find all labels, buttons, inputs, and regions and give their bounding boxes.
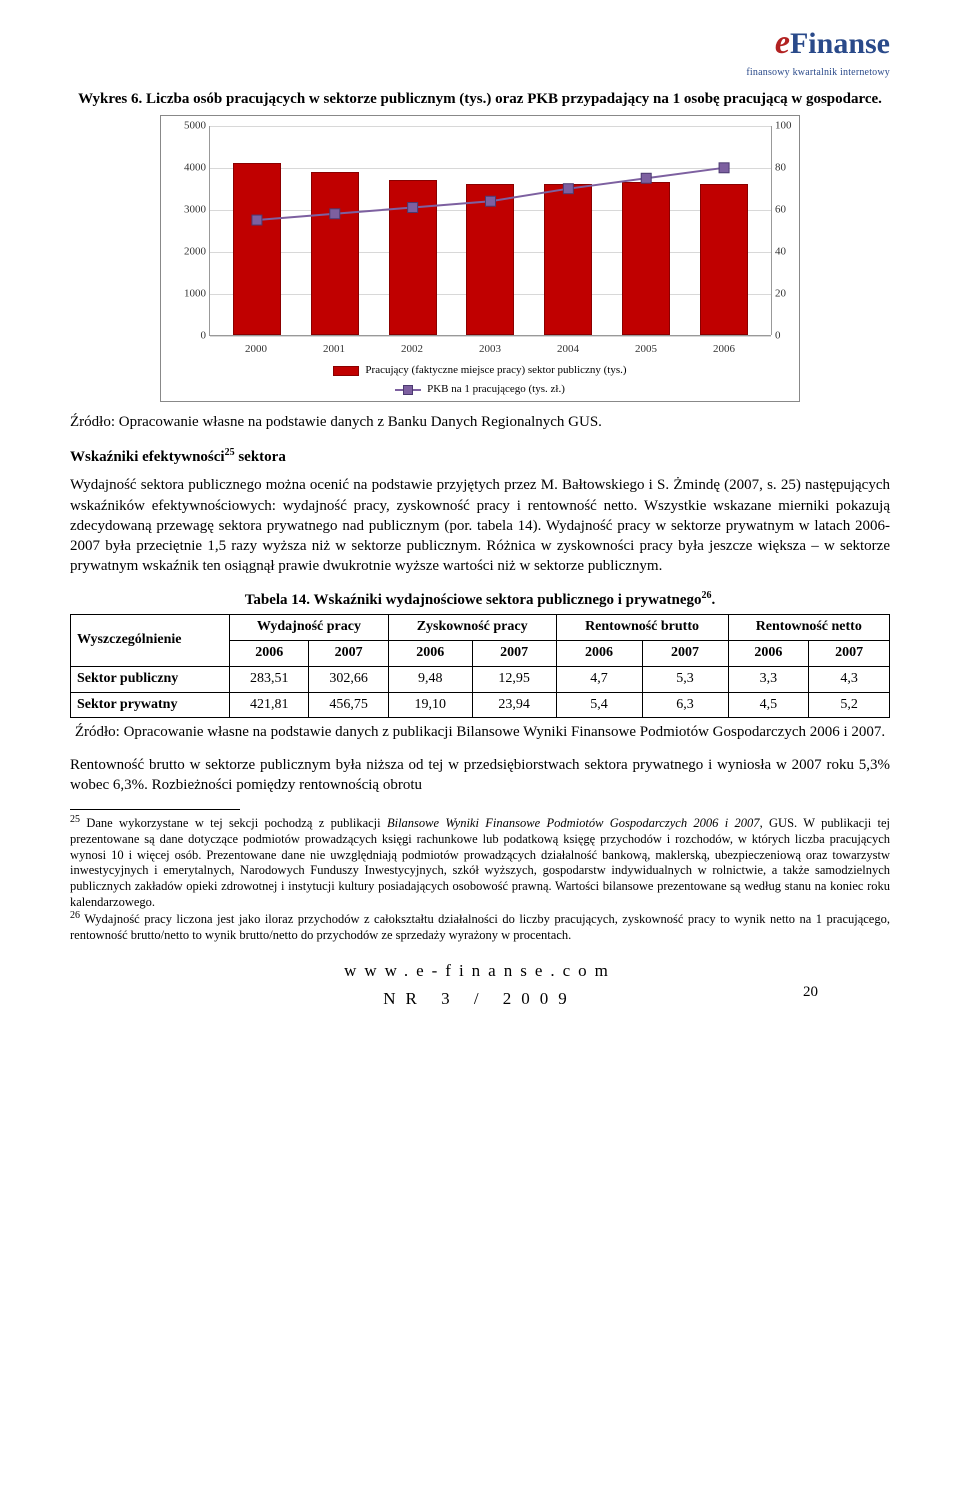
table-row: Sektor prywatny 421,81 456,75 19,10 23,9…	[71, 692, 890, 718]
footnote-25: 25 Dane wykorzystane w tej sekcji pochod…	[70, 814, 890, 910]
table-row-label: Sektor publiczny	[71, 666, 230, 692]
table-cell: 4,5	[728, 692, 809, 718]
table-cell: 5,3	[642, 666, 728, 692]
legend-bar: Pracujący (faktyczne miejsce pracy) sekt…	[333, 363, 626, 378]
footer-url: www.e-finanse.com	[70, 960, 890, 983]
table-row-label: Sektor prywatny	[71, 692, 230, 718]
page-footer: www.e-finanse.com 20 NR 3 / 2009	[70, 960, 890, 1012]
table-group-header: Zyskowność pracy	[388, 614, 556, 640]
table-header-row-1: Wyszczególnienie Wydajność pracy Zyskown…	[71, 614, 890, 640]
table-source: Źródło: Opracowanie własne na podstawie …	[70, 722, 890, 742]
table-group-header: Rentowność brutto	[556, 614, 728, 640]
table-cell: 421,81	[230, 692, 309, 718]
footer-issue: NR 3 / 2009	[70, 988, 890, 1011]
chart-legend: Pracujący (faktyczne miejsce pracy) sekt…	[171, 363, 789, 397]
table-group-header: Rentowność netto	[728, 614, 889, 640]
table-cell: 12,95	[472, 666, 556, 692]
legend-line-swatch	[395, 389, 421, 391]
logo-e: e	[775, 24, 790, 61]
table-cell: 4,3	[809, 666, 890, 692]
table-cell: 9,48	[388, 666, 472, 692]
legend-line: PKB na 1 pracującego (tys. zł.)	[395, 382, 565, 397]
table-row: Sektor publiczny 283,51 302,66 9,48 12,9…	[71, 666, 890, 692]
table-cell: 3,3	[728, 666, 809, 692]
table-year-header: 2006	[388, 640, 472, 666]
table-title: Tabela 14. Wskaźniki wydajnościowe sekto…	[70, 589, 890, 610]
table-cell: 23,94	[472, 692, 556, 718]
legend-line-label: PKB na 1 pracującego (tys. zł.)	[427, 382, 565, 397]
table-year-header: 2007	[472, 640, 556, 666]
footnote-26: 26 Wydajność pracy liczona jest jako ilo…	[70, 910, 890, 943]
footnote-rule	[70, 809, 240, 810]
page-number: 20	[803, 982, 818, 1002]
figure-title: Wykres 6. Liczba osób pracujących w sekt…	[70, 89, 890, 109]
legend-bar-label: Pracujący (faktyczne miejsce pracy) sekt…	[365, 363, 626, 378]
paragraph-2: Rentowność brutto w sektorze publicznym …	[70, 755, 890, 796]
table-cell: 6,3	[642, 692, 728, 718]
chart-x-axis: 2000200120022003200420052006	[209, 340, 771, 357]
legend-bar-swatch	[333, 366, 359, 376]
table-cell: 4,7	[556, 666, 642, 692]
logo-tagline: finansowy kwartalnik internetowy	[746, 66, 890, 80]
section-heading: Wskaźniki efektywności25 sektora	[70, 446, 890, 467]
table-year-header: 2007	[309, 640, 388, 666]
chart-plot-area: 010002000300040005000020406080100	[209, 126, 771, 336]
table-group-header: Wydajność pracy	[230, 614, 389, 640]
table-cell: 456,75	[309, 692, 388, 718]
table-cell: 5,2	[809, 692, 890, 718]
figure-source: Źródło: Opracowanie własne na podstawie …	[70, 412, 890, 432]
table-year-header: 2007	[809, 640, 890, 666]
table-year-header: 2006	[230, 640, 309, 666]
data-table: Wyszczególnienie Wydajność pracy Zyskown…	[70, 614, 890, 719]
table-cell: 283,51	[230, 666, 309, 692]
table-year-header: 2006	[728, 640, 809, 666]
logo-text: Finanse	[790, 27, 890, 60]
header-logo: eFinanse finansowy kwartalnik internetow…	[70, 20, 890, 81]
table-year-header: 2006	[556, 640, 642, 666]
table-year-header: 2007	[642, 640, 728, 666]
table-cell: 302,66	[309, 666, 388, 692]
table-cell: 5,4	[556, 692, 642, 718]
table-cell: 19,10	[388, 692, 472, 718]
chart-container: 010002000300040005000020406080100 200020…	[160, 115, 800, 402]
paragraph-1: Wydajność sektora publicznego można ocen…	[70, 475, 890, 576]
table-header-label: Wyszczególnienie	[71, 614, 230, 666]
